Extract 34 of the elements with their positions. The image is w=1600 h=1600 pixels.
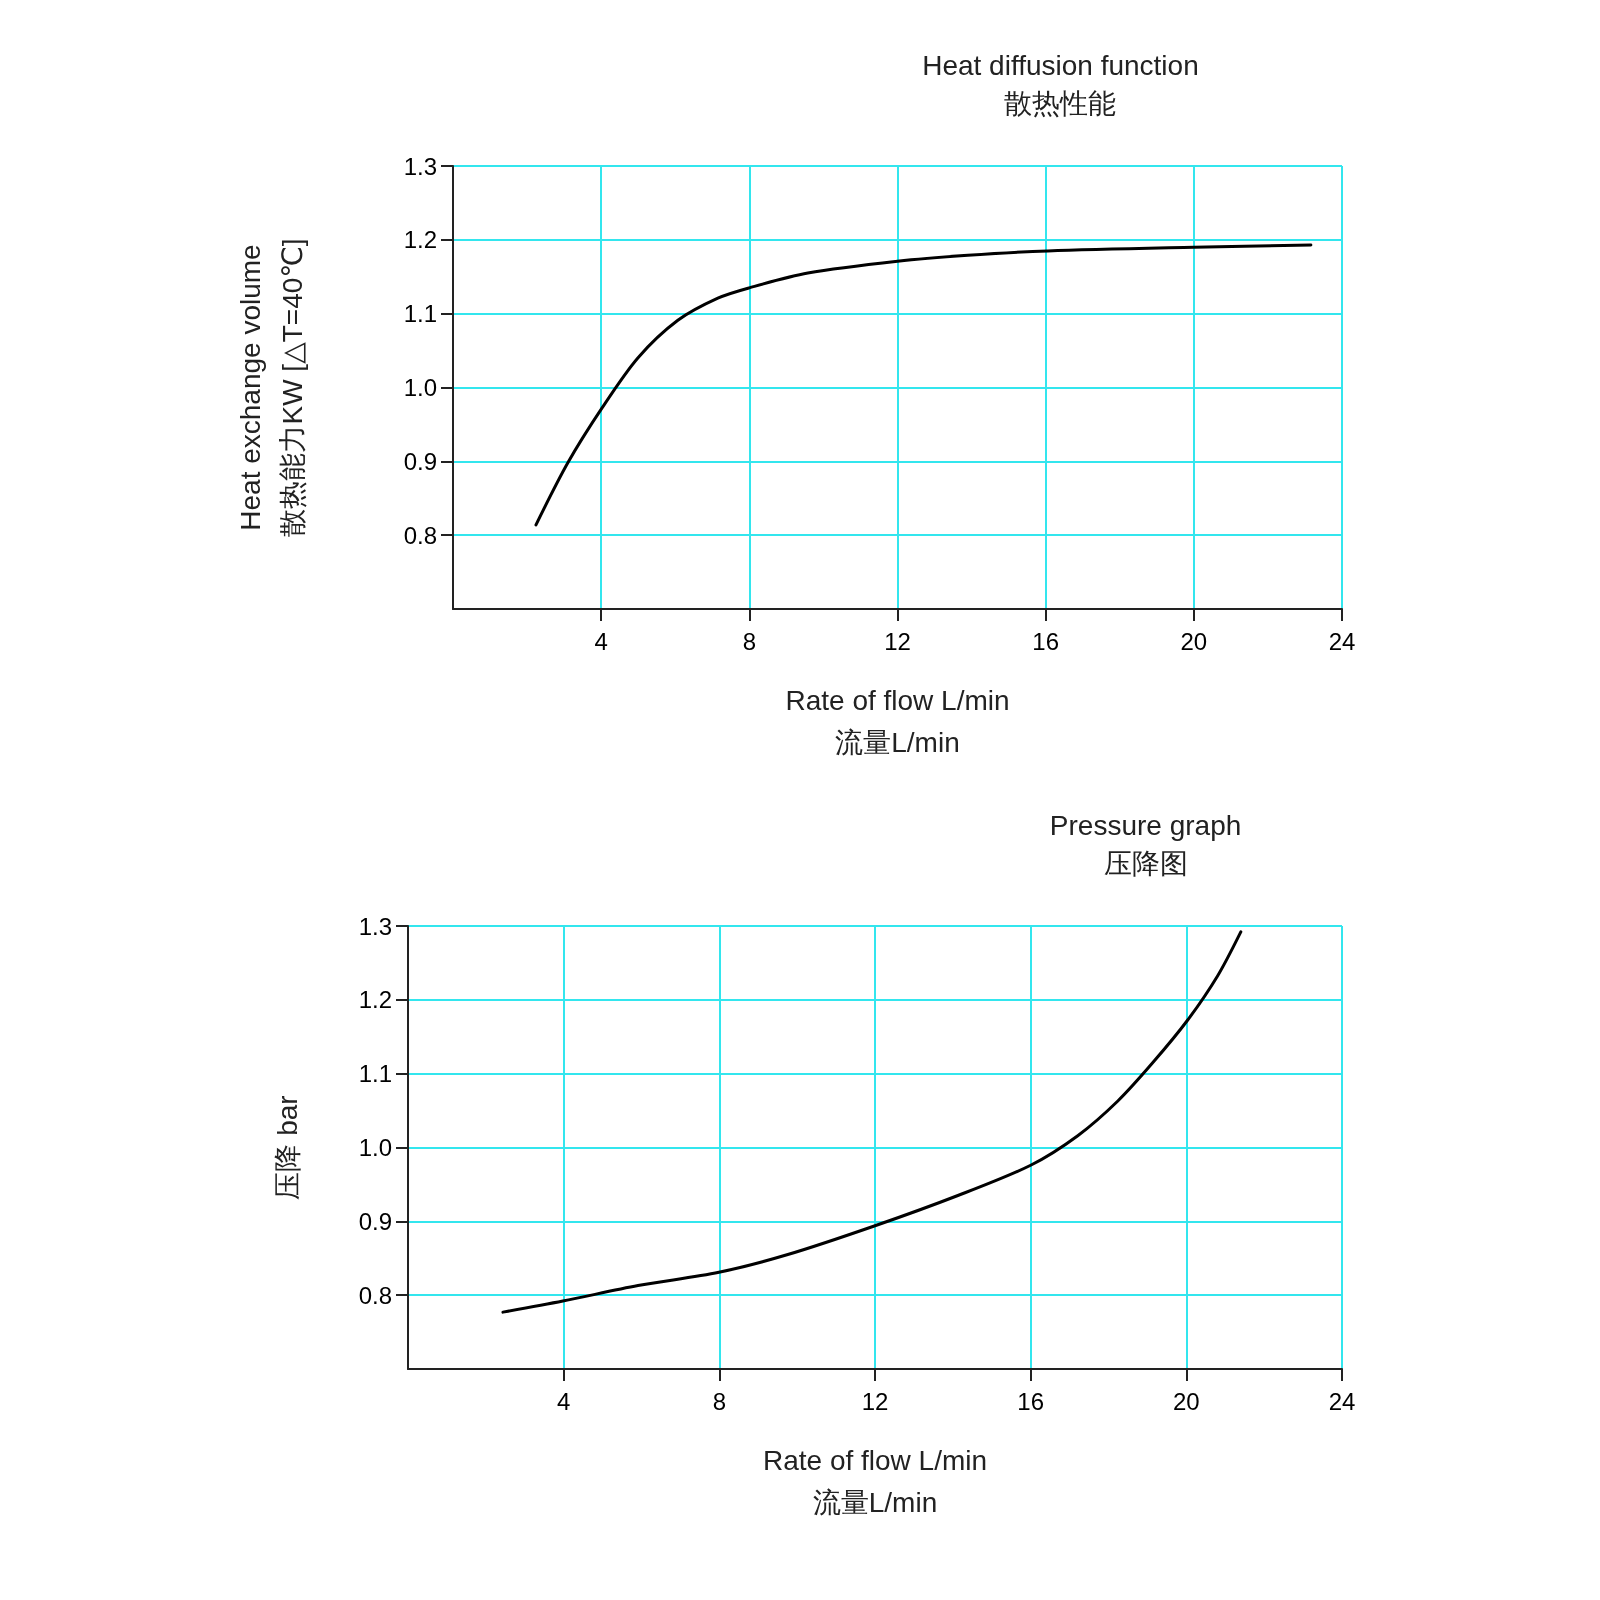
y-tick-label: 1.2 xyxy=(358,986,392,1014)
x-tick-label: 20 xyxy=(1172,1387,1200,1415)
x-tick-label: 12 xyxy=(861,1387,889,1415)
x-tick-label: 24 xyxy=(1328,1387,1356,1415)
x-axis-title: Rate of flow L/min 流量L/min xyxy=(762,1444,988,1518)
y-tick-label: 1.1 xyxy=(403,300,437,328)
x-axis-title: Rate of flow L/min 流量L/min xyxy=(785,684,1010,758)
y-tick-label: 0.9 xyxy=(358,1207,392,1235)
y-tick-label: 0.9 xyxy=(403,447,437,475)
y-tick-label: 1.0 xyxy=(403,374,437,401)
x-tick-label: 4 xyxy=(594,627,608,655)
y-tick-label: 1.0 xyxy=(358,1134,392,1161)
y-tick-label: 1.3 xyxy=(403,152,437,180)
y-axis-title: Heat exchange volume 散热能力KW [△T=40℃] xyxy=(234,238,308,537)
line-series xyxy=(534,243,1313,527)
line-series xyxy=(501,930,1243,1314)
x-tick-label: 8 xyxy=(742,627,757,655)
chart-title: Pressure graph xyxy=(1049,809,1242,841)
y-tick-label: 1.2 xyxy=(403,226,437,254)
x-tick-label: 24 xyxy=(1328,627,1356,655)
y-tick-label: 0.8 xyxy=(358,1281,392,1309)
x-tick-label: 16 xyxy=(1017,1387,1045,1415)
y-tick-label: 0.8 xyxy=(403,521,437,549)
y-tick-label: 1.1 xyxy=(358,1060,392,1088)
x-tick-label: 8 xyxy=(712,1387,727,1415)
x-tick-label: 20 xyxy=(1180,627,1208,655)
y-tick-label: 1.3 xyxy=(358,912,392,940)
y-axis-title: 压降 bar xyxy=(271,1095,303,1200)
chart-title: Heat diffusion function xyxy=(922,49,1199,81)
chart-subtitle: 压降图 xyxy=(1103,847,1188,879)
x-tick-label: 4 xyxy=(556,1387,571,1415)
x-tick-label: 16 xyxy=(1032,627,1060,655)
x-tick-label: 12 xyxy=(884,627,911,655)
chart-subtitle: 散热性能 xyxy=(1004,87,1117,119)
